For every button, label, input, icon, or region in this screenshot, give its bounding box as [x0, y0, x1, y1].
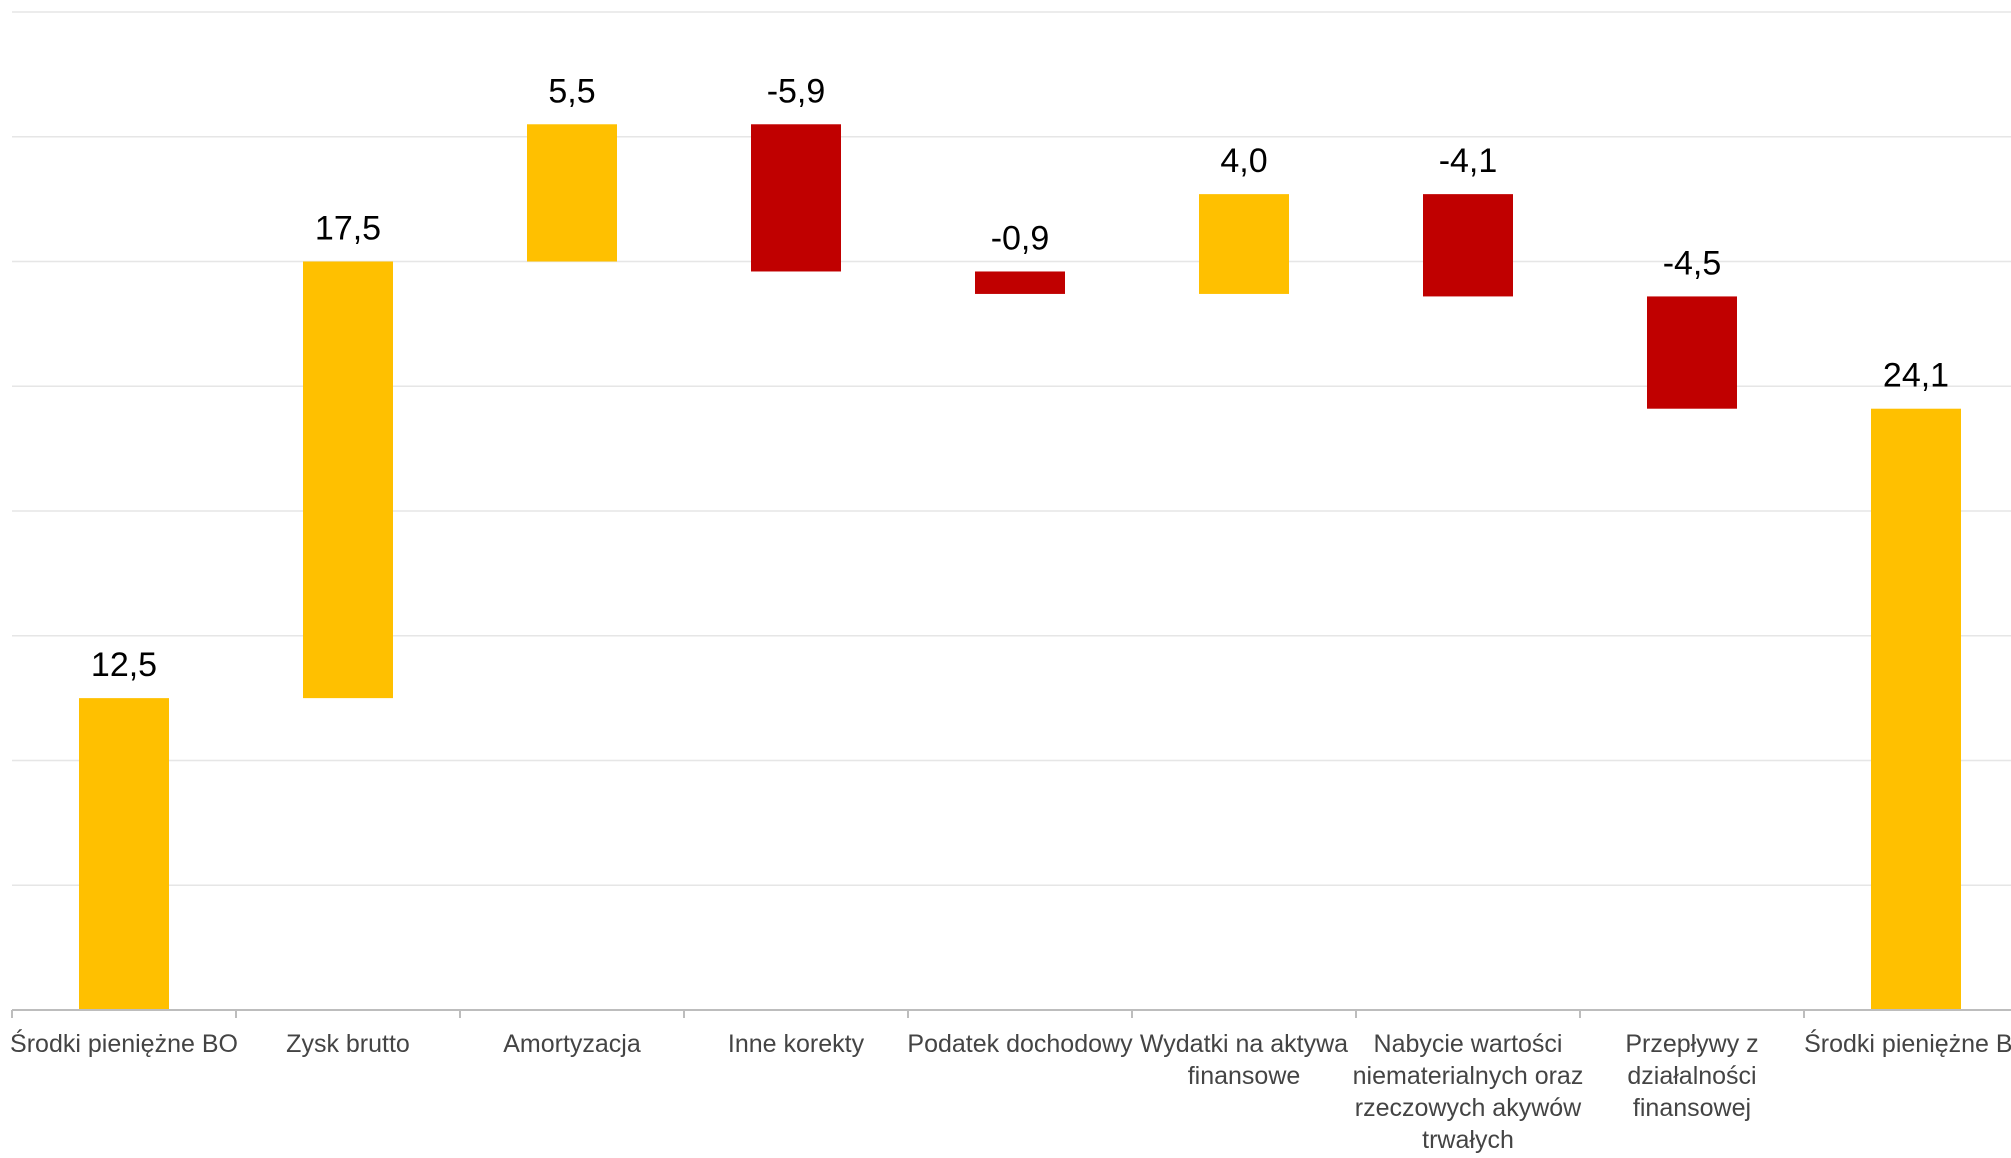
- category-label-line: Wydatki na aktywa: [1140, 1030, 1348, 1058]
- category-label-line: Amortyzacja: [503, 1030, 641, 1058]
- category-label: Podatek dochodowy: [907, 1030, 1133, 1058]
- data-label: 4,0: [1220, 142, 1267, 180]
- category-label: Wydatki na aktywa finansowe: [1140, 1030, 1348, 1090]
- data-label: 17,5: [315, 210, 381, 248]
- category-label-line: trwałych: [1422, 1126, 1514, 1153]
- data-label: -4,1: [1439, 142, 1498, 180]
- bar: [527, 124, 617, 262]
- data-label: 24,1: [1883, 357, 1949, 395]
- category-label-line: Podatek dochodowy: [907, 1030, 1133, 1058]
- bar: [975, 271, 1065, 294]
- category-label: Nabycie wartości niematerialnych oraz rzec…: [1353, 1030, 1584, 1153]
- category-label-line: Nabycie wartości: [1374, 1030, 1563, 1058]
- category-label-line: Zysk brutto: [286, 1030, 410, 1058]
- category-label-line: Środki pieniężne BZ: [1804, 1028, 2011, 1058]
- data-label: -0,9: [991, 219, 1050, 257]
- category-label-line: Środki pieniężne BO: [10, 1028, 238, 1058]
- bars: [79, 124, 1961, 1011]
- category-label-line: działalności: [1627, 1062, 1756, 1090]
- category-label-line: finansowej: [1633, 1094, 1751, 1122]
- category-label-line: Przepływy z: [1625, 1030, 1758, 1058]
- bar: [751, 124, 841, 272]
- category-label: Inne korekty: [728, 1030, 865, 1058]
- category-label: Zysk brutto: [286, 1030, 410, 1058]
- bar: [1199, 194, 1289, 294]
- bar: [79, 698, 169, 1010]
- bar: [1871, 408, 1961, 1011]
- value-labels: 12,5 17,5 5,5 -5,9 -0,9 4,0 -4,1 -4,5 24,1: [91, 72, 1949, 684]
- data-label: -4,5: [1663, 244, 1722, 282]
- category-label-line: Inne korekty: [728, 1030, 865, 1058]
- category-label: Przepływy z działalności finansowej: [1625, 1030, 1758, 1122]
- category-label-line: niematerialnych oraz: [1353, 1062, 1584, 1090]
- category-label: Środki pieniężne BZ: [1804, 1028, 2011, 1058]
- category-label-line: finansowe: [1188, 1062, 1301, 1090]
- bar: [303, 261, 393, 699]
- category-label-line: rzeczowych akywów: [1355, 1094, 1582, 1122]
- data-label: -5,9: [767, 72, 826, 110]
- data-label: 12,5: [91, 646, 157, 684]
- category-label: Środki pieniężne BO: [10, 1028, 238, 1058]
- category-labels: Środki pieniężne BO Zysk brutto Amortyzacj…: [10, 1028, 2011, 1154]
- data-label: 5,5: [548, 72, 595, 110]
- bar: [1423, 194, 1513, 297]
- bar: [1647, 296, 1737, 409]
- x-axis: [11, 1009, 2011, 1018]
- category-label: Amortyzacja: [503, 1030, 641, 1058]
